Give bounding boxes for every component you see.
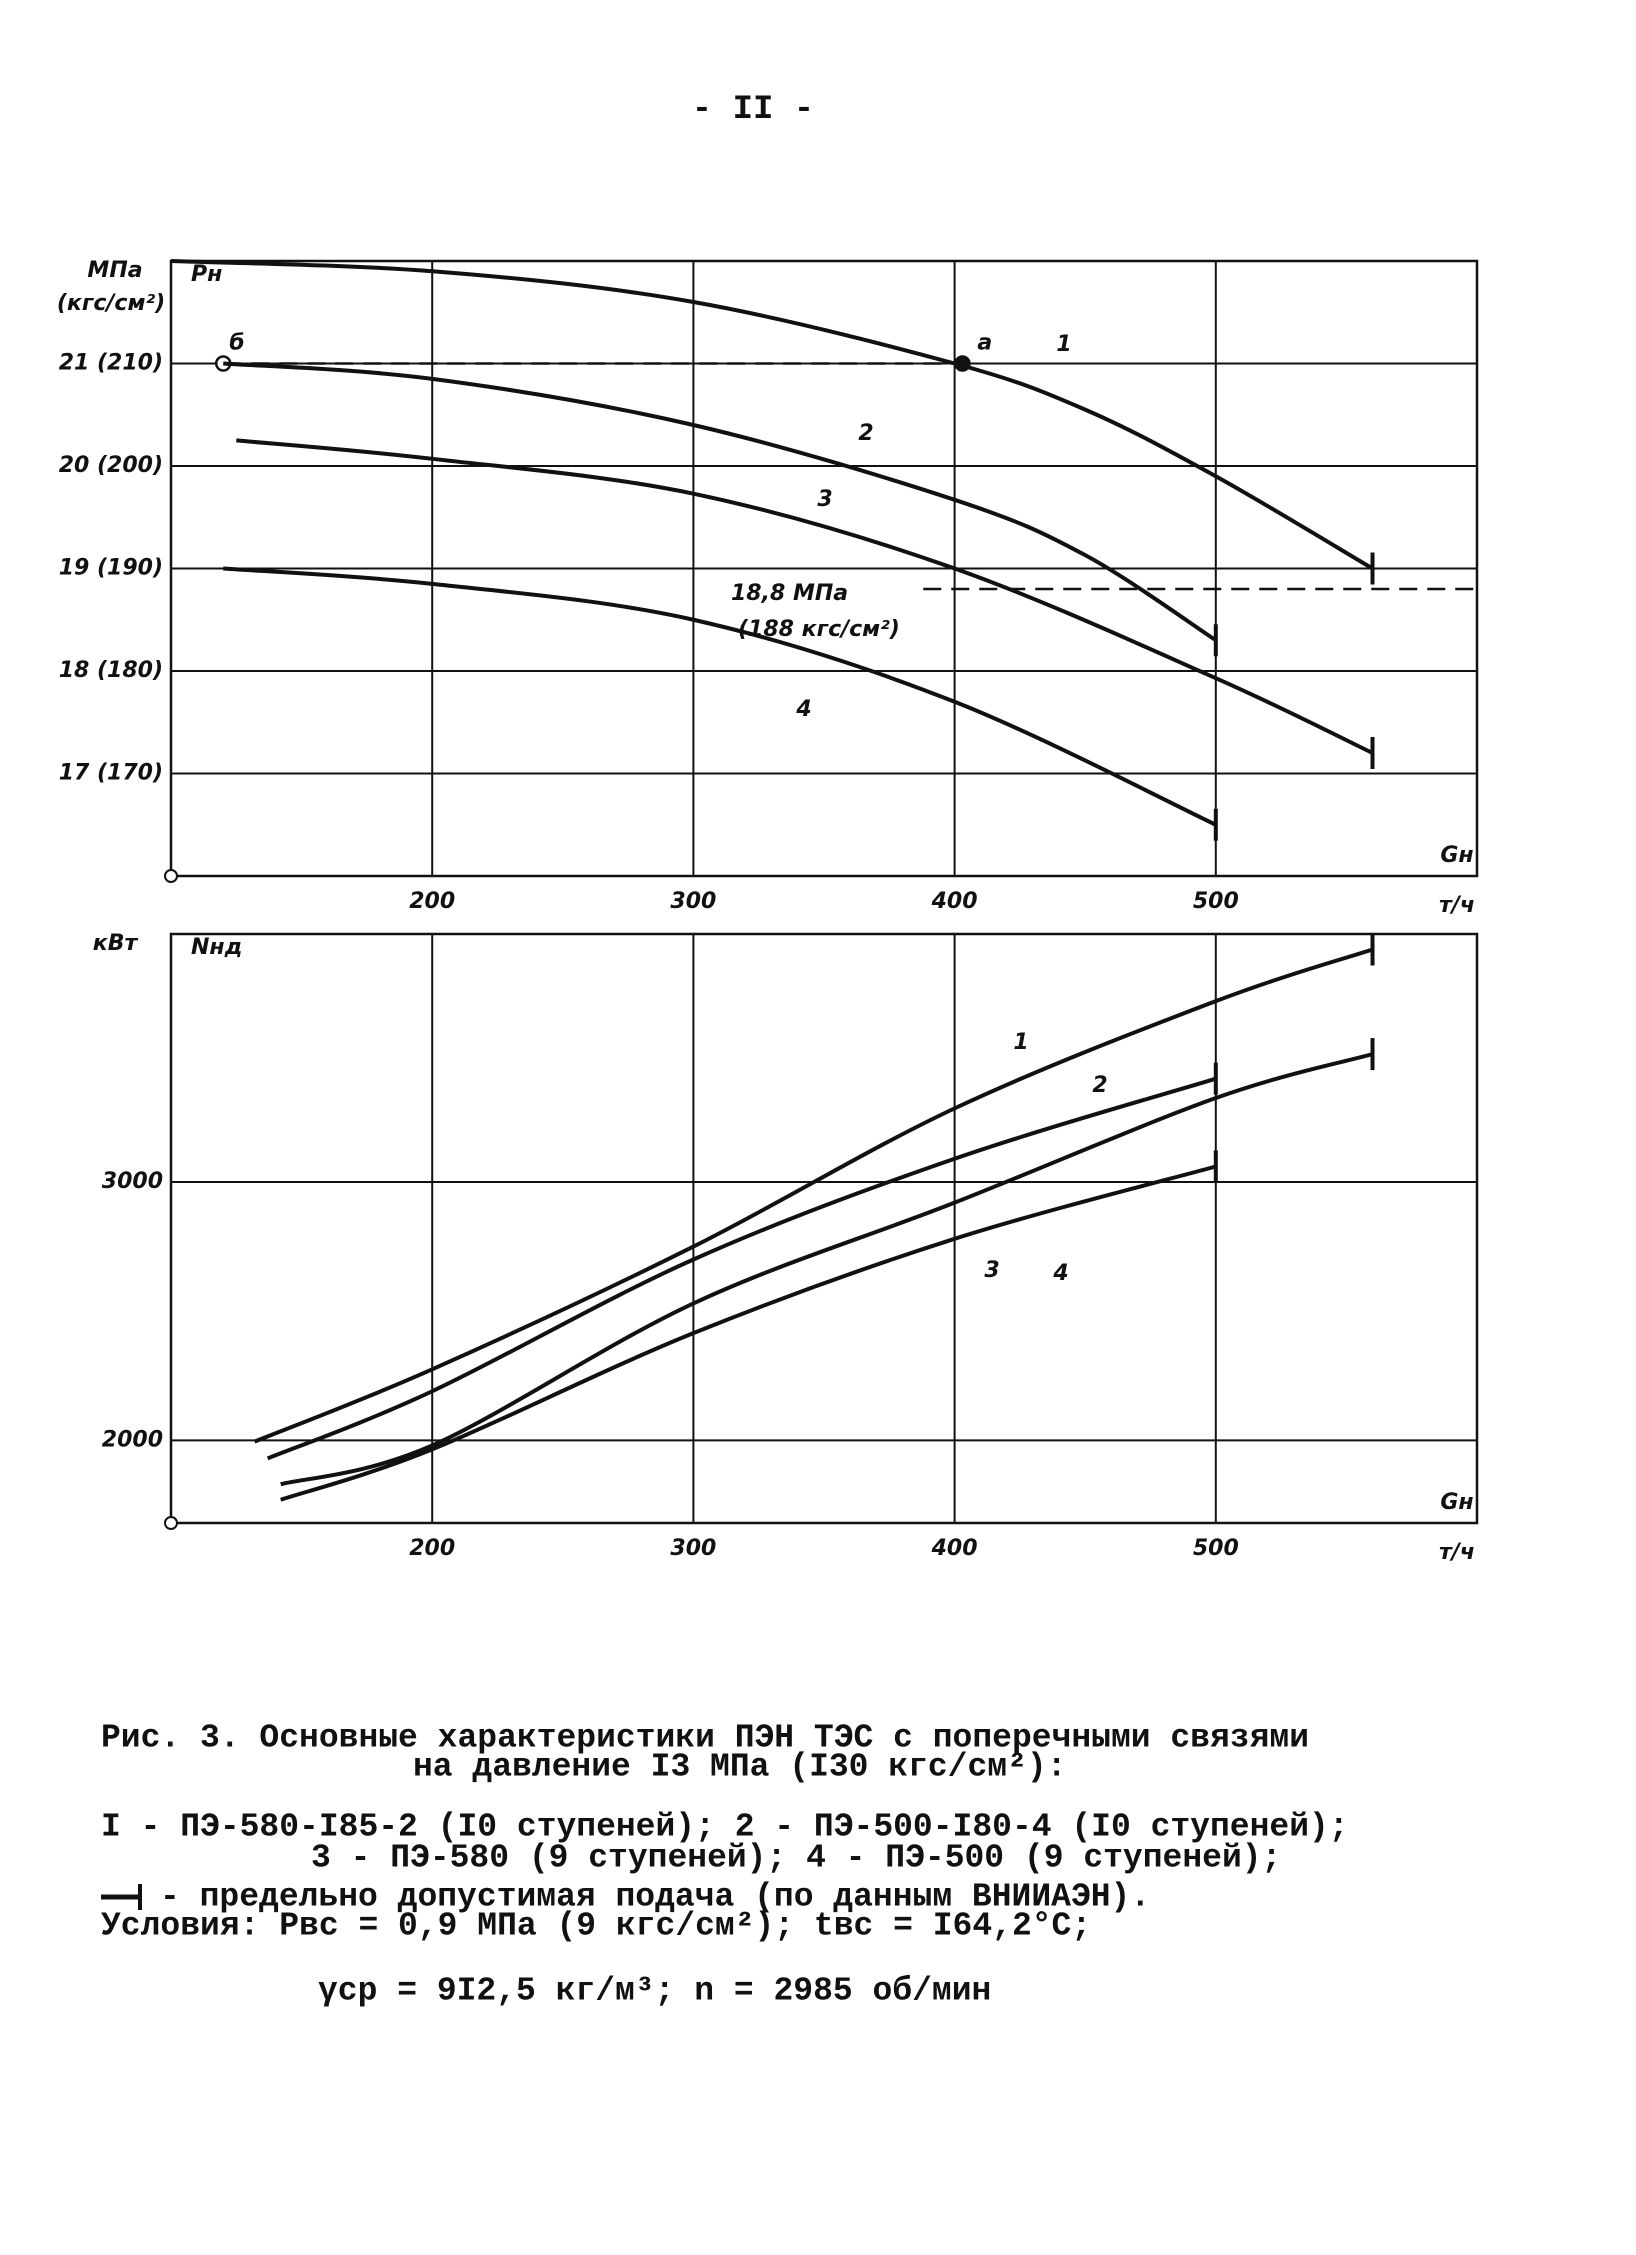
x-tick-label: 400 bbox=[931, 1536, 978, 1561]
y-unit-label: (кгс/см²) bbox=[57, 291, 165, 316]
curve-label: 3 bbox=[984, 1258, 999, 1283]
x-unit-label: т/ч bbox=[1439, 1540, 1475, 1565]
page-number: - II - bbox=[692, 91, 814, 129]
caption-line: Условия: Pвс = 0,9 МПа (9 кгс/см²); tвс … bbox=[101, 1908, 1091, 1945]
curve-label: 4 bbox=[795, 697, 811, 722]
y-axis-label: Nнд bbox=[191, 935, 242, 960]
caption-line: I - ПЭ-580-I85-2 (I0 ступеней); 2 - ПЭ-5… bbox=[101, 1809, 1349, 1846]
curve-label: 2 bbox=[1092, 1073, 1107, 1098]
x-tick-label: 300 bbox=[670, 1536, 716, 1561]
origin-marker bbox=[164, 1516, 178, 1530]
curve bbox=[223, 361, 1217, 642]
x-axis-label: Gн bbox=[1440, 1490, 1473, 1515]
x-axis-label: Gн bbox=[1440, 843, 1473, 868]
x-tick-label: 300 bbox=[670, 889, 716, 914]
limit-symbol bbox=[101, 1884, 142, 1910]
caption-line: 3 - ПЭ-580 (9 ступеней); 4 - ПЭ-500 (9 с… bbox=[311, 1840, 1281, 1877]
y-tick-label: 19 (190) bbox=[59, 556, 163, 581]
curve bbox=[170, 259, 1374, 571]
plot-frame bbox=[169, 932, 1479, 1525]
x-tick-label: 400 bbox=[931, 889, 978, 914]
y-tick-label: 21 (210) bbox=[59, 351, 163, 376]
y-unit-label: МПа bbox=[87, 258, 142, 283]
x-tick-label: 500 bbox=[1193, 889, 1239, 914]
curve bbox=[280, 1052, 1374, 1487]
x-tick-label: 200 bbox=[409, 1536, 455, 1561]
x-unit-label: т/ч bbox=[1439, 893, 1475, 918]
curve-label: 1 bbox=[1013, 1030, 1028, 1055]
curve-label: 4 bbox=[1052, 1261, 1068, 1286]
point-label: б bbox=[229, 331, 244, 356]
caption-line: на давление I3 МПа (I30 кгс/см²): bbox=[413, 1749, 1067, 1786]
curve bbox=[253, 947, 1374, 1444]
caption-line: γср = 9I2,5 кг/м³; n = 2985 об/мин bbox=[318, 1973, 991, 2010]
curve bbox=[266, 1076, 1217, 1461]
curve bbox=[236, 438, 1374, 755]
curve-label: 1 bbox=[1056, 332, 1071, 357]
caption-line: Рис. 3. Основные характеристики ПЭН ТЭС … bbox=[101, 1720, 1309, 1757]
y-tick-label: 3000 bbox=[102, 1169, 163, 1194]
y-tick-label: 20 (200) bbox=[59, 453, 163, 478]
y-tick-label: 18 (180) bbox=[59, 658, 163, 683]
curve bbox=[280, 1164, 1217, 1502]
curve bbox=[223, 566, 1217, 827]
curve-label: 2 bbox=[858, 421, 873, 446]
plot-frame bbox=[169, 259, 1479, 878]
y-tick-label: 17 (170) bbox=[59, 761, 163, 786]
caption-line: - предельно допустимая подача (по данным… bbox=[160, 1879, 1150, 1916]
y-axis-label: Pн bbox=[191, 262, 222, 287]
x-tick-label: 200 bbox=[409, 889, 455, 914]
origin-marker bbox=[164, 869, 178, 883]
y-unit-label: кВт bbox=[93, 931, 139, 956]
y-tick-label: 2000 bbox=[102, 1427, 163, 1452]
x-tick-label: 500 bbox=[1193, 1536, 1239, 1561]
curve-label: 3 bbox=[817, 487, 832, 512]
reference-label: 18,8 МПа bbox=[731, 581, 848, 606]
point-label: а bbox=[977, 331, 992, 356]
